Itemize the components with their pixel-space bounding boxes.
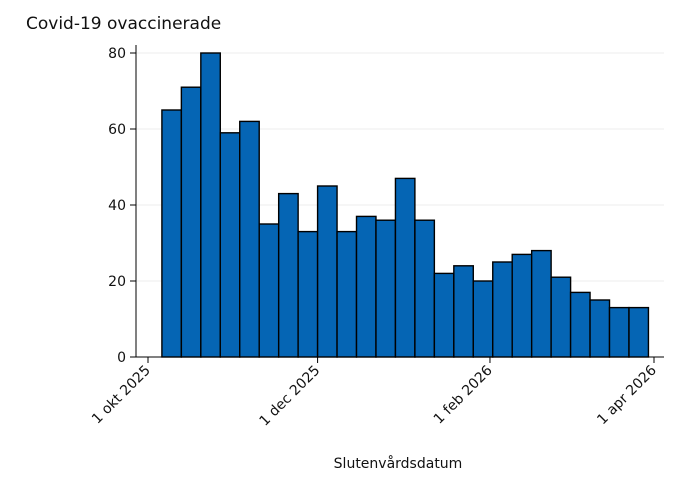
bar — [453, 265, 474, 358]
bar — [492, 261, 513, 358]
bar — [316, 185, 338, 358]
bar — [258, 223, 280, 358]
bar — [433, 272, 455, 358]
bar — [472, 280, 494, 358]
bar — [297, 230, 319, 358]
y-tick-label: 60 — [108, 122, 126, 138]
bar — [239, 120, 260, 358]
bar — [589, 299, 611, 358]
x-tick-label: 1 dec 2025 — [257, 363, 324, 430]
x-tick-label: 1 okt 2025 — [89, 363, 154, 428]
x-axis-label: Slutenvårdsdatum — [333, 456, 463, 472]
bar — [550, 276, 572, 358]
bar — [511, 253, 533, 358]
bar-series — [161, 52, 650, 358]
y-tick-label: 40 — [108, 198, 126, 214]
bar — [394, 177, 416, 358]
bar — [161, 109, 183, 358]
bar — [180, 86, 202, 358]
y-axis: 0 20 40 60 80 — [108, 45, 137, 366]
bar — [569, 291, 591, 358]
bar — [219, 132, 241, 358]
bar — [530, 249, 552, 358]
bar — [336, 230, 358, 358]
bar — [375, 219, 397, 358]
x-tick-label: 1 apr 2026 — [594, 362, 660, 428]
bar — [200, 52, 221, 358]
y-tick-label: 20 — [108, 274, 126, 290]
x-axis: 1 okt 2025 1 dec 2025 1 feb 2026 1 apr 2026 — [89, 356, 664, 430]
bar — [277, 192, 299, 358]
x-tick-label: 1 feb 2026 — [431, 362, 496, 427]
bar — [355, 215, 377, 358]
chart-title: Covid-19 ovaccinerade — [26, 14, 222, 34]
y-tick-label: 0 — [117, 350, 126, 366]
y-tick-label: 80 — [108, 46, 126, 62]
bar — [608, 306, 630, 358]
bar — [628, 306, 650, 358]
bar — [414, 219, 436, 358]
